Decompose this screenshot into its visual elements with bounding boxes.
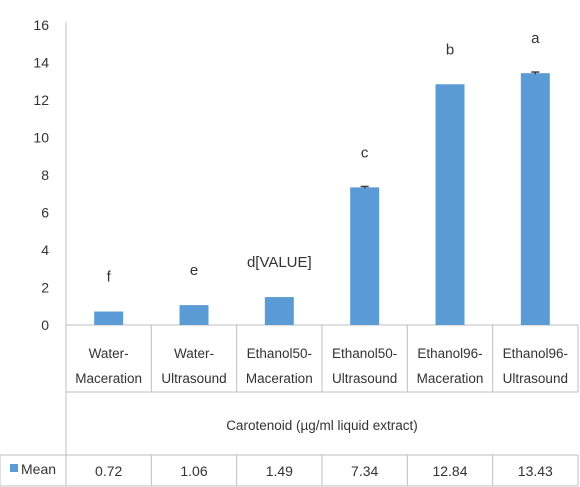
y-tick-label: 4 — [41, 242, 49, 258]
x-category-label: Ethanol96- — [417, 346, 482, 361]
y-tick-label: 14 — [33, 55, 49, 71]
x-category-label: Maceration — [417, 371, 484, 386]
data-table-value: 7.34 — [351, 463, 378, 479]
x-category-label: Ultrasound — [503, 371, 568, 386]
data-table-value: 0.72 — [95, 463, 122, 479]
x-category-label: Ultrasound — [332, 371, 397, 386]
bar — [179, 305, 209, 325]
bar — [350, 187, 380, 325]
significance-letter: d[VALUE] — [247, 254, 312, 271]
bar — [94, 311, 124, 325]
bar — [520, 73, 550, 325]
x-category-label: Ethanol96- — [503, 346, 568, 361]
legend-label: Mean — [21, 461, 56, 477]
legend-swatch — [10, 464, 18, 472]
y-tick-label: 8 — [41, 167, 49, 183]
y-tick-label: 16 — [33, 17, 49, 33]
y-tick-label: 10 — [33, 130, 49, 146]
data-table-value: 1.06 — [180, 463, 207, 479]
data-table-value: 13.43 — [518, 463, 553, 479]
y-tick-label: 12 — [33, 92, 49, 108]
y-tick-label: 6 — [41, 205, 49, 221]
y-tick-label: 2 — [41, 280, 49, 296]
x-category-label: Ethanol50- — [247, 346, 312, 361]
chart-axes: 0 2 4 6 8 10 12 14 16 Water- Maceration Water- Ultra… — [0, 17, 579, 487]
data-table-value: 1.49 — [266, 463, 293, 479]
x-category-label: Maceration — [246, 371, 313, 386]
x-category-label: Ultrasound — [161, 371, 226, 386]
significance-letter: e — [190, 262, 198, 279]
x-category-label: Water- — [89, 346, 129, 361]
significance-letter: f — [107, 269, 112, 286]
bar — [435, 84, 465, 325]
y-tick-label: 0 — [41, 317, 49, 333]
significance-letter: b — [446, 41, 454, 58]
bar — [264, 297, 294, 325]
data-table-value: 12.84 — [432, 463, 467, 479]
significance-letter: c — [361, 144, 369, 161]
x-category-label: Ethanol50- — [332, 346, 397, 361]
x-axis-title: Carotenoid (µg/ml liquid extract) — [226, 418, 418, 433]
x-category-label: Water- — [174, 346, 214, 361]
chart-bars: f e d[VALUE] c b a — [94, 30, 550, 325]
data-table: Mean 0.72 1.06 1.49 7.34 12.84 13.43 — [10, 461, 553, 479]
significance-letter: a — [531, 30, 540, 47]
x-category-label: Maceration — [75, 371, 142, 386]
